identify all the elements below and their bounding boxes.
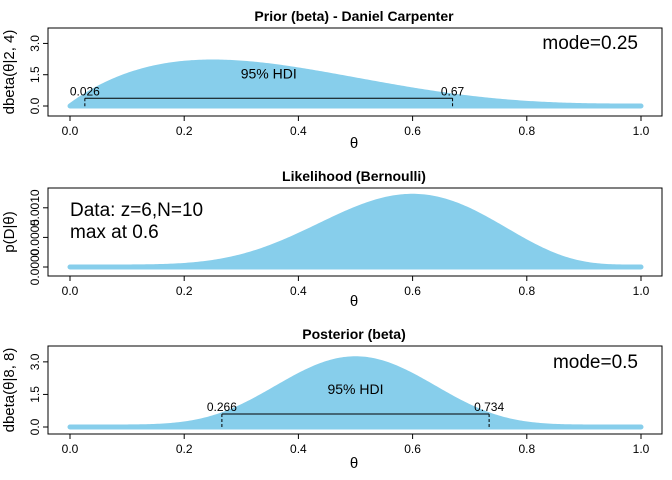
prior-y-tick-label: 0.0: [28, 97, 42, 114]
prior-y-axis-label: dbeta(θ|2, 4): [1, 30, 18, 115]
posterior-y-tick-label: 1.5: [28, 386, 42, 403]
prior-y-axis: 0.0 1.5 3.0: [28, 35, 49, 114]
posterior-x-tick-label: 0.6: [404, 442, 421, 456]
prior-x-tick-label: 1.0: [633, 124, 650, 138]
likelihood-x-tick-label: 0.2: [176, 284, 193, 298]
likelihood-area: [67, 193, 644, 270]
panel-prior: Prior (beta) - Daniel Carpenter 0.026 0.…: [1, 8, 663, 152]
prior-x-tick-label: 0.2: [176, 124, 193, 138]
prior-hdi-low-label: 0.026: [70, 84, 100, 98]
prior-x-tick-label: 0.0: [62, 124, 79, 138]
posterior-x-tick-label: 1.0: [633, 442, 650, 456]
posterior-hdi-label: 95% HDI: [327, 381, 383, 397]
prior-x-tick-label: 0.6: [404, 124, 421, 138]
posterior-y-axis: 0.0 1.5 3.0: [28, 353, 49, 435]
likelihood-x-axis-label: θ: [350, 293, 358, 310]
prior-density-area: [67, 59, 644, 109]
likelihood-x-tick-label: 0.0: [62, 284, 79, 298]
likelihood-x-tick-label: 0.6: [404, 284, 421, 298]
prior-y-tick-label: 1.5: [28, 66, 42, 83]
likelihood-y-tick-label: 0.0010: [28, 189, 42, 226]
posterior-density-fill: [67, 356, 644, 430]
likelihood-max-annotation: max at 0.6: [70, 222, 159, 243]
prior-hdi-high-label: 0.67: [441, 84, 465, 98]
likelihood-x-tick-label: 1.0: [633, 284, 650, 298]
posterior-x-tick-label: 0.0: [62, 442, 79, 456]
prior-hdi-label: 95% HDI: [241, 65, 297, 81]
prior-x-axis-label: θ: [350, 135, 358, 152]
posterior-hdi: 0.266 0.734 95% HDI: [207, 381, 504, 429]
likelihood-density-fill: [67, 193, 644, 270]
likelihood-y-axis-label: p(D|θ): [1, 211, 18, 252]
likelihood-x-axis: 0.0 0.2 0.4 0.6 0.8 1.0: [62, 275, 650, 298]
posterior-mode-annotation: mode=0.5: [553, 352, 638, 373]
posterior-x-axis: 0.0 0.2 0.4 0.6 0.8 1.0: [62, 433, 650, 456]
posterior-density-area: [67, 356, 644, 430]
likelihood-title: Likelihood (Bernoulli): [282, 168, 426, 184]
prior-hdi: 0.026 0.67 95% HDI: [70, 65, 465, 108]
posterior-x-tick-label: 0.8: [518, 442, 535, 456]
prior-density-fill: [67, 59, 644, 109]
posterior-x-axis-label: θ: [350, 455, 358, 472]
likelihood-data-annotation: Data: z=6,N=10: [70, 200, 203, 221]
posterior-x-tick-label: 0.2: [176, 442, 193, 456]
posterior-y-tick-label: 3.0: [28, 353, 42, 370]
panel-posterior: Posterior (beta) 0.266 0.734 95% HDI mod…: [1, 326, 663, 472]
likelihood-x-tick-label: 0.4: [290, 284, 307, 298]
likelihood-y-tick-label: 0.0000: [28, 248, 42, 285]
posterior-title: Posterior (beta): [302, 326, 405, 342]
posterior-y-tick-label: 0.0: [28, 418, 42, 435]
posterior-hdi-high-label: 0.734: [474, 400, 504, 414]
posterior-hdi-low-label: 0.266: [207, 400, 237, 414]
likelihood-y-tick-label: 0.0005: [28, 219, 42, 256]
posterior-y-axis-label: dbeta(θ|8, 8): [1, 348, 18, 433]
prior-title: Prior (beta) - Daniel Carpenter: [254, 8, 454, 24]
prior-x-axis: 0.0 0.2 0.4 0.6 0.8 1.0: [62, 115, 650, 138]
prior-mode-annotation: mode=0.25: [542, 33, 638, 54]
panel-likelihood: Likelihood (Bernoulli) Data: z=6,N=10 ma…: [1, 168, 663, 310]
posterior-x-tick-label: 0.4: [290, 442, 307, 456]
prior-x-tick-label: 0.8: [518, 124, 535, 138]
prior-y-tick-label: 3.0: [28, 35, 42, 52]
prior-x-tick-label: 0.4: [290, 124, 307, 138]
likelihood-x-tick-label: 0.8: [518, 284, 535, 298]
